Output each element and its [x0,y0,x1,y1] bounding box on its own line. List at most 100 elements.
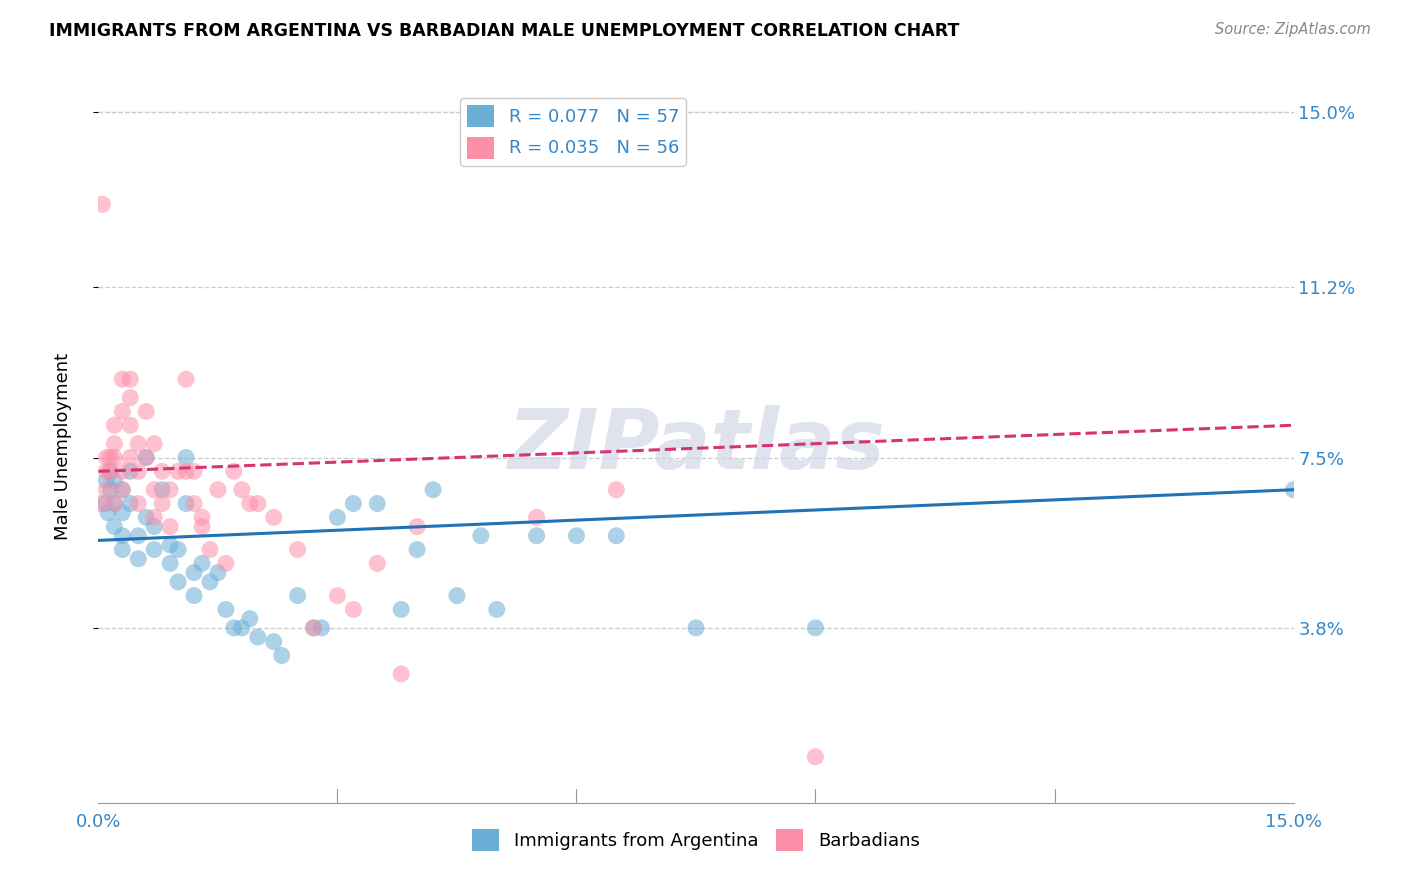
Point [183,589,205,603]
Point [287,589,309,603]
Point [111,372,134,386]
Point [389,602,412,616]
Y-axis label: Male Unemployment: Male Unemployment [53,352,72,540]
Point [302,621,325,635]
Point [143,483,166,497]
Point [246,497,269,511]
Point [470,529,492,543]
Point [174,497,197,511]
Point [366,557,388,571]
Point [207,483,229,497]
Point [120,391,142,405]
Point [263,510,285,524]
Point [120,372,142,386]
Point [135,404,157,418]
Point [127,551,149,566]
Point [342,497,364,511]
Point [127,436,149,450]
Point [143,510,166,524]
Point [103,436,125,450]
Point [120,464,142,478]
Text: Source: ZipAtlas.com: Source: ZipAtlas.com [1215,22,1371,37]
Point [103,450,125,465]
Point [526,510,548,524]
Point [167,542,190,557]
Point [159,519,181,533]
Point [159,483,181,497]
Point [159,538,181,552]
Point [526,529,548,543]
Point [96,483,118,497]
Point [135,450,157,465]
Point [326,589,349,603]
Point [239,497,262,511]
Text: IMMIGRANTS FROM ARGENTINA VS BARBADIAN MALE UNEMPLOYMENT CORRELATION CHART: IMMIGRANTS FROM ARGENTINA VS BARBADIAN M… [49,22,959,40]
Point [605,483,627,497]
Point [191,557,214,571]
Point [111,404,134,418]
Point [167,574,190,589]
Point [174,372,197,386]
Point [135,450,157,465]
Legend: Immigrants from Argentina, Barbadians: Immigrants from Argentina, Barbadians [465,822,927,858]
Point [222,621,245,635]
Point [127,497,149,511]
Point [98,464,122,478]
Point [183,497,205,511]
Point [605,529,627,543]
Point [174,464,197,478]
Point [246,630,269,644]
Point [159,557,181,571]
Point [215,557,238,571]
Point [326,510,349,524]
Point [135,510,157,524]
Point [366,497,388,511]
Point [103,497,125,511]
Point [183,464,205,478]
Point [111,464,134,478]
Point [1282,483,1305,497]
Point [198,574,221,589]
Point [143,542,166,557]
Point [342,602,364,616]
Point [96,464,118,478]
Point [143,436,166,450]
Point [96,474,118,488]
Point [111,529,134,543]
Point [231,621,253,635]
Point [143,519,166,533]
Point [485,602,508,616]
Point [111,483,134,497]
Point [111,542,134,557]
Point [97,506,120,520]
Point [174,450,197,465]
Point [127,464,149,478]
Point [120,450,142,465]
Point [446,589,468,603]
Point [191,510,214,524]
Point [287,542,309,557]
Point [685,621,707,635]
Point [111,506,134,520]
Point [167,464,190,478]
Point [103,519,125,533]
Point [103,418,125,433]
Point [183,566,205,580]
Point [120,418,142,433]
Point [96,450,118,465]
Point [90,497,112,511]
Point [98,464,122,478]
Point [406,542,429,557]
Point [150,497,173,511]
Point [406,519,429,533]
Point [231,483,253,497]
Point [215,602,238,616]
Point [311,621,333,635]
Point [150,483,173,497]
Point [94,497,117,511]
Point [91,197,114,211]
Point [103,474,125,488]
Point [191,519,214,533]
Point [263,634,285,648]
Point [120,497,142,511]
